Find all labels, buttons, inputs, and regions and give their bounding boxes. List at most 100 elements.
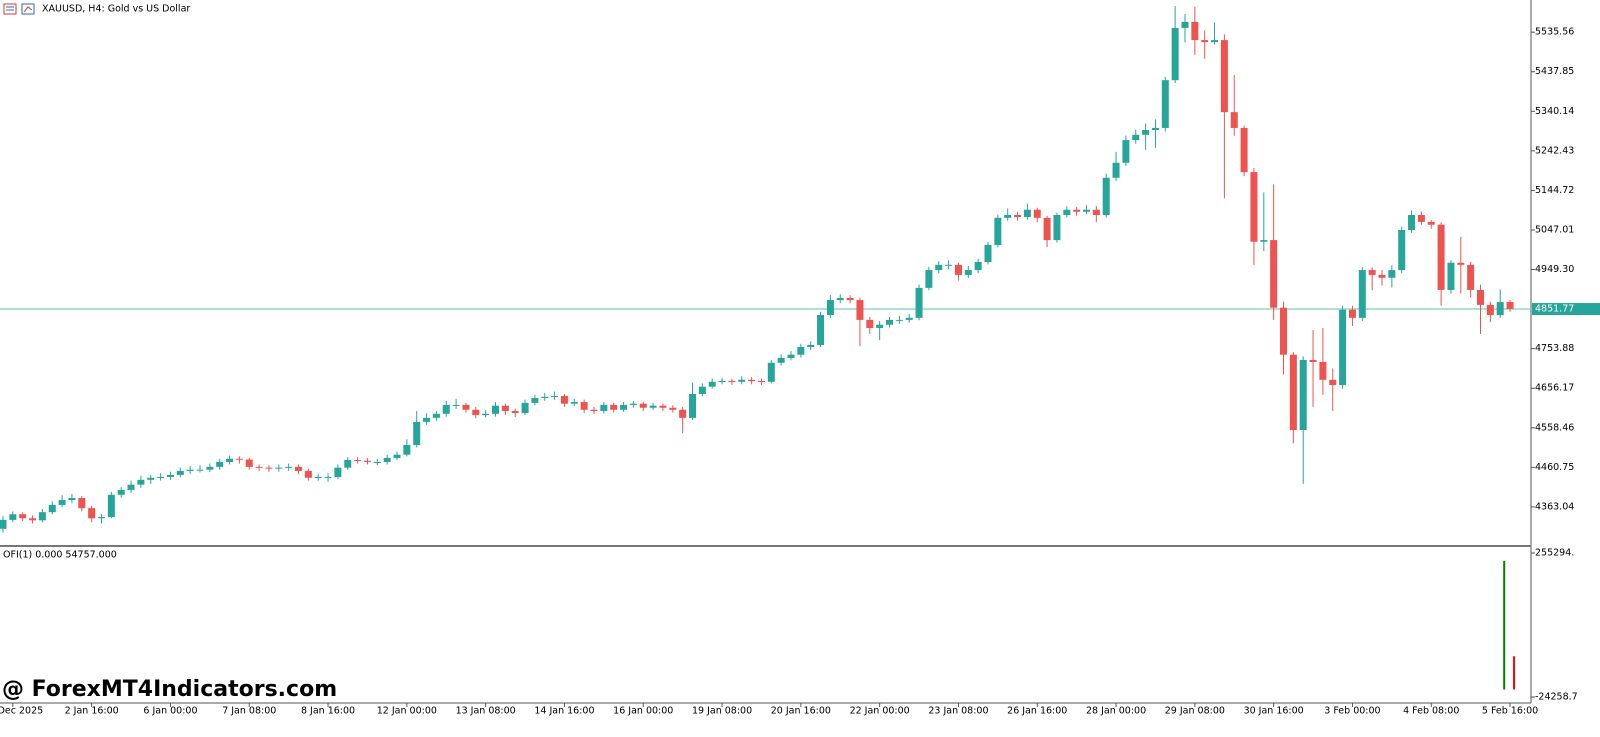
chart-title: XAUUSD, H4: Gold vs US Dollar — [42, 4, 190, 15]
candle-body — [275, 467, 283, 469]
candle-body — [984, 244, 992, 262]
candle-body — [629, 403, 637, 405]
candle-body — [1142, 129, 1150, 135]
candle-body — [117, 489, 125, 495]
candle-body — [570, 402, 578, 404]
candle-body — [1004, 215, 1012, 218]
candle-body — [1270, 240, 1278, 308]
candle-body — [452, 404, 460, 406]
candle-body — [905, 317, 913, 320]
candle-body — [482, 413, 490, 416]
candle-body — [1427, 221, 1435, 225]
y-tick-label: 4558.46 — [1535, 422, 1574, 433]
candle-body — [600, 404, 608, 411]
candle-body — [935, 264, 943, 271]
candle-body — [1506, 302, 1514, 309]
candle-body — [354, 459, 362, 461]
icon-frame — [21, 3, 35, 15]
candle-body — [147, 477, 155, 480]
candle-body — [1250, 172, 1258, 242]
candle-body — [974, 261, 982, 271]
candle-body — [1358, 270, 1366, 318]
candle-body — [767, 362, 775, 382]
candle-body — [689, 393, 696, 418]
candle-body — [748, 379, 756, 382]
x-tick-label: 7 Jan 08:00 — [222, 706, 276, 717]
candle-body — [9, 514, 17, 520]
indicator-y-tick-label: -24258.7 — [1535, 692, 1578, 703]
candle-body — [1191, 21, 1199, 41]
candle-body — [1073, 209, 1081, 212]
current-price-label: 4851.77 — [1535, 304, 1574, 315]
candle-body — [876, 324, 884, 328]
candle-body — [48, 504, 56, 513]
candle-body — [285, 466, 293, 468]
x-tick-label: 28 Jan 00:00 — [1086, 706, 1146, 717]
candle-body — [29, 518, 37, 521]
candle-body — [639, 403, 647, 408]
candle-body — [1102, 177, 1110, 216]
candle-body — [373, 461, 381, 463]
candle-body — [817, 315, 825, 345]
candle-body — [620, 404, 628, 410]
candle-body — [1063, 209, 1071, 216]
candle-body — [945, 264, 953, 266]
candle-body — [580, 402, 588, 410]
candle-body — [1368, 270, 1376, 275]
candle-body — [127, 484, 135, 490]
candle-body — [925, 270, 933, 288]
candle-body — [590, 409, 598, 411]
candle-body — [295, 466, 302, 471]
candle-body — [1329, 379, 1337, 386]
indicator-y-tick-label: 255294. — [1535, 548, 1574, 559]
candle-body — [521, 402, 529, 414]
candle-body — [1477, 289, 1484, 305]
x-tick-label: 22 Jan 00:00 — [850, 706, 910, 717]
candle-body — [1457, 262, 1465, 265]
x-tick-label: 19 Jan 08:00 — [692, 706, 752, 717]
y-tick-label: 5535.56 — [1535, 27, 1574, 38]
y-tick-label: 4656.17 — [1535, 383, 1574, 394]
candle-body — [442, 404, 450, 414]
candle-body — [393, 454, 401, 458]
icon-frame — [3, 3, 17, 15]
candle-body — [1437, 224, 1445, 290]
candle-body — [836, 298, 844, 301]
x-tick-label: 4 Feb 08:00 — [1403, 706, 1459, 717]
candle-body — [0, 519, 7, 529]
candle-body — [1299, 359, 1307, 431]
candle-body — [1220, 40, 1228, 113]
x-tick-label: 30 Jan 16:00 — [1244, 706, 1304, 717]
candle-body — [954, 264, 962, 275]
candle-body — [472, 409, 480, 416]
candle-body — [423, 417, 431, 422]
candle-body — [186, 469, 194, 471]
candle-body — [777, 357, 785, 363]
candle-body — [708, 381, 716, 387]
candle-body — [413, 421, 421, 445]
x-tick-label: 31 Dec 2025 — [0, 706, 43, 717]
candle-body — [728, 381, 736, 383]
candle-body — [1388, 270, 1396, 278]
candle-body — [560, 395, 568, 404]
watermark: @ ForexMT4Indicators.com — [2, 677, 337, 702]
candle-body — [492, 405, 499, 414]
candle-body — [176, 470, 184, 475]
y-tick-label: 5144.72 — [1535, 185, 1574, 196]
candle-body — [531, 398, 539, 403]
icon-line — [23, 6, 33, 13]
x-tick-label: 13 Jan 08:00 — [456, 706, 516, 717]
candle-body — [304, 470, 312, 478]
x-tick-label: 3 Feb 00:00 — [1324, 706, 1380, 717]
candle-body — [324, 476, 332, 478]
candle-body — [245, 459, 253, 467]
candle-body — [1319, 361, 1327, 380]
candle-body — [797, 347, 805, 355]
candle-body — [157, 476, 165, 478]
candle-body — [964, 270, 972, 275]
candle-body — [363, 460, 371, 462]
candle-body — [757, 381, 765, 383]
candle-body — [68, 498, 76, 501]
candle-body — [915, 287, 923, 318]
